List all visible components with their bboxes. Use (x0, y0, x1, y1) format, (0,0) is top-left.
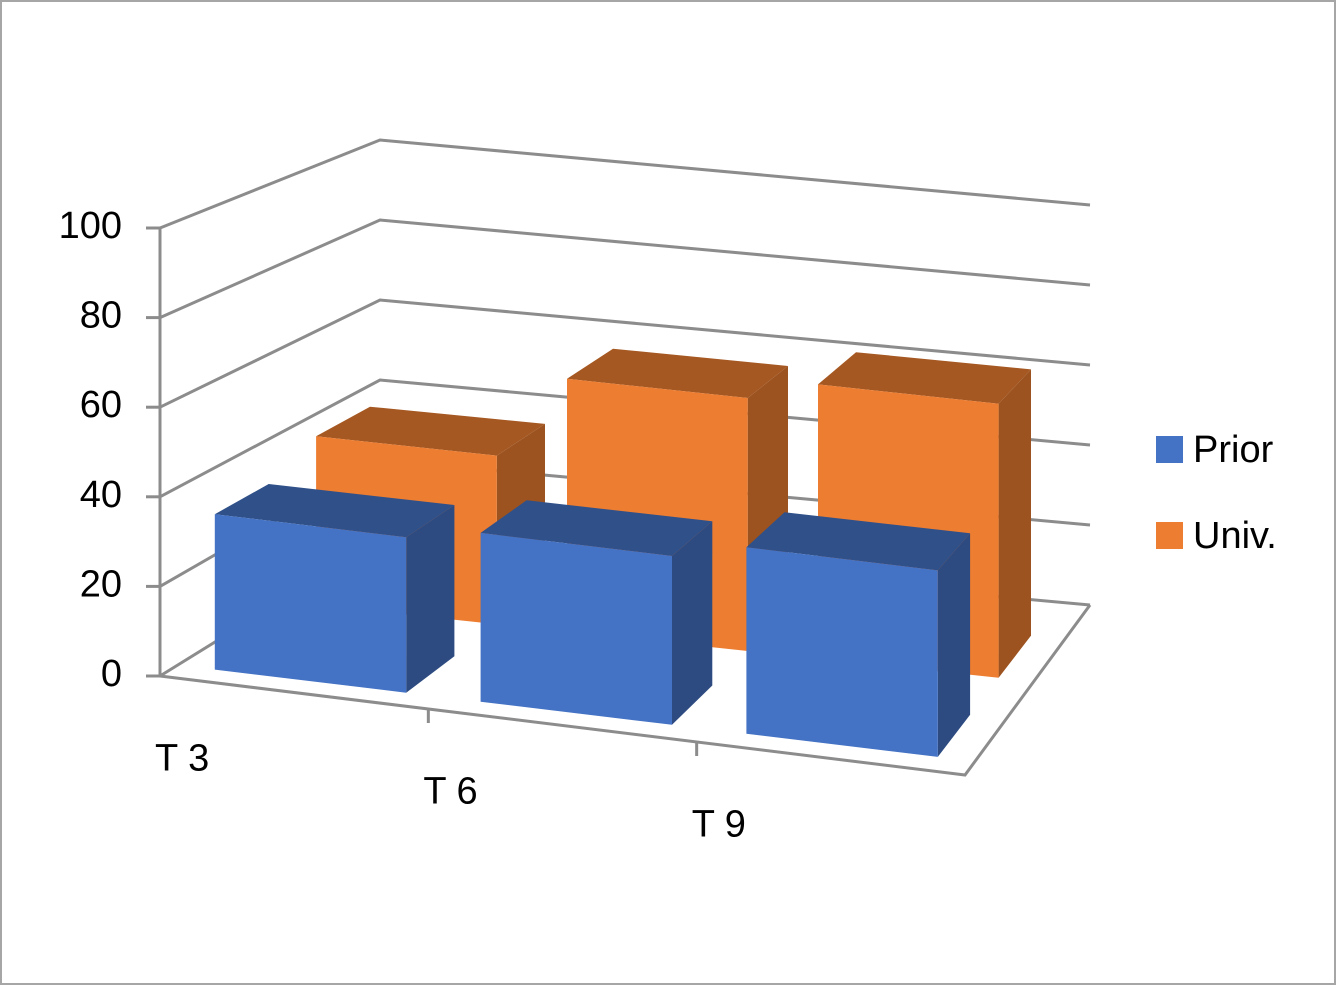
bar-front (214, 514, 407, 693)
legend-swatch (1156, 522, 1183, 549)
y-tick-label: 20 (80, 563, 122, 605)
bar-top (316, 406, 545, 456)
grid-line (159, 138, 1091, 230)
bar (480, 500, 713, 725)
bar-top (818, 352, 1031, 404)
x-tick-label: T 9 (692, 804, 746, 846)
legend-label: Prior (1193, 429, 1274, 471)
legend-label: Univ. (1193, 515, 1277, 557)
x-tick-label: T 6 (423, 771, 477, 813)
bar-side (937, 533, 971, 757)
y-tick-label: 60 (80, 384, 122, 426)
y-tick-label: 0 (101, 653, 122, 695)
bar-top (567, 348, 788, 398)
grid-line (159, 298, 1091, 409)
x-tick-label: T 3 (155, 738, 209, 780)
bar-side (998, 369, 1031, 678)
bar-front (480, 532, 672, 725)
bar (214, 484, 455, 693)
y-tick-label: 100 (59, 205, 122, 247)
bar-side (406, 505, 455, 693)
legend-swatch (1156, 436, 1183, 463)
bar-top (480, 500, 713, 556)
grid-line (159, 218, 1091, 319)
y-tick-label: 80 (80, 295, 122, 337)
bar-top (746, 512, 971, 571)
bar (746, 512, 971, 757)
bar-side (672, 521, 713, 725)
bar-front (746, 547, 938, 757)
y-tick-label: 40 (80, 474, 122, 516)
bar-top (214, 484, 455, 538)
